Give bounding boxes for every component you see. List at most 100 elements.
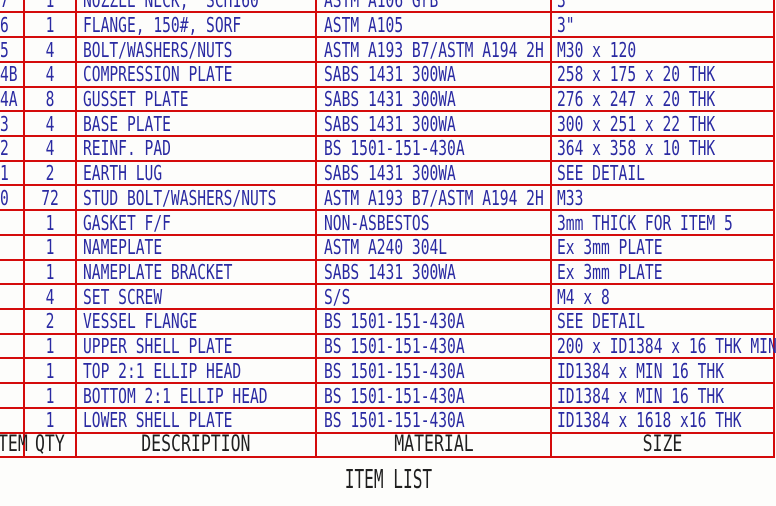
item-cell: 4B	[0, 62, 25, 86]
qty-cell-text: 1	[45, 383, 55, 408]
material-cell: BS 1501-151-430A	[317, 334, 552, 358]
header-item-label: TEM	[0, 432, 28, 457]
qty-cell-text: 1	[45, 12, 55, 37]
material-cell-text: BS 1501-151-430A	[324, 309, 465, 334]
size-cell-text: 3mm THICK FOR ITEM 5	[557, 210, 733, 235]
qty-cell-text: 4	[45, 111, 55, 136]
table-title: ITEM LIST	[0, 467, 776, 498]
table-row: 1 TOP 2:1 ELLIP HEAD BS 1501-151-430A ID138…	[0, 358, 775, 385]
item-cell: 0	[0, 186, 25, 210]
item-list-table: 7 1 NOZZLE NECK, SCH160 ASTM A106 GrB 3 6 1 FLA…	[0, 0, 776, 459]
table-title-label: ITEM LIST	[344, 465, 432, 495]
qty-cell: 1	[25, 334, 77, 358]
material-cell: SABS 1431 300WA	[317, 259, 552, 284]
item-cell-text: 1	[0, 161, 9, 186]
qty-cell-text: 1	[45, 0, 55, 13]
item-cell-text: 5	[0, 37, 9, 62]
description-cell: NAMEPLATE BRACKET	[77, 260, 317, 284]
item-cell	[0, 334, 25, 358]
size-cell-text: Ex 3mm PLATE	[557, 235, 663, 260]
qty-cell: 1	[25, 0, 77, 13]
size-cell: M30 x 120	[552, 38, 775, 61]
description-cell: BASE PLATE	[77, 111, 317, 136]
size-cell: 276 x 247 x 20 THK	[552, 87, 775, 111]
qty-cell: 4	[25, 62, 77, 87]
item-cell-text: 6	[0, 12, 9, 37]
description-cell-text: BASE PLATE	[83, 111, 171, 136]
item-cell	[0, 359, 25, 383]
item-cell: 4A	[0, 87, 25, 111]
item-cell: 7	[0, 0, 25, 12]
size-cell-text: 300 x 251 x 22 THK	[557, 111, 716, 136]
material-cell: ASTM A106 GrB	[317, 0, 552, 13]
qty-cell: 1	[25, 211, 77, 234]
material-cell: BS 1501-151-430A	[317, 137, 552, 160]
table-row: 1 UPPER SHELL PLATE BS 1501-151-430A 200 x …	[0, 334, 776, 360]
item-cell	[0, 260, 25, 284]
description-cell: LOWER SHELL PLATE	[77, 408, 317, 433]
size-cell: 3"	[552, 13, 775, 37]
material-cell: SABS 1431 300WA	[317, 86, 552, 111]
qty-cell-text: 72	[41, 185, 59, 210]
size-cell: 364 x 358 x 10 THK	[552, 137, 775, 160]
material-cell: ASTM A193 B7/ASTM A194 2H	[317, 186, 552, 210]
material-cell-text: SABS 1431 300WA	[324, 161, 456, 186]
table-row: 1 NAMEPLATE ASTM A240 304L Ex 3mm PLATE	[0, 235, 775, 261]
size-cell-text: M33	[557, 185, 584, 210]
item-cell	[0, 211, 25, 234]
description-cell-text: LOWER SHELL PLATE	[83, 408, 233, 433]
description-cell: STUD BOLT/WASHERS/NUTS	[77, 185, 317, 210]
header-qty-cell: QTY	[25, 434, 77, 457]
table-row: 6 1 FLANGE, 150#, SORF ASTM A105 3"	[0, 12, 775, 39]
description-cell: BOTTOM 2:1 ELLIP HEAD	[77, 384, 317, 407]
qty-cell: 1	[25, 12, 77, 37]
size-cell: ID1384 x MIN 16 THK	[552, 384, 775, 407]
size-cell-text: ID1384 x MIN 16 THK	[557, 383, 725, 408]
material-cell-text: SABS 1431 300WA	[324, 259, 456, 284]
description-cell-text: NOZZLE NECK, SCH160	[83, 0, 259, 13]
qty-cell-text: 1	[45, 210, 55, 235]
item-cell	[0, 285, 25, 309]
material-cell-text: ASTM A193 B7/ASTM A194 2H	[324, 37, 544, 62]
table-header-row: TEM QTY DESCRIPTION MATERIAL SIZE	[0, 434, 775, 459]
material-cell: BS 1501-151-430A	[317, 384, 552, 407]
material-cell-text: SABS 1431 300WA	[324, 86, 456, 111]
description-cell: REINF. PAD	[77, 137, 317, 160]
table-row: 2 4 REINF. PAD BS 1501-151-430A 364 x 358 x …	[0, 137, 775, 162]
item-cell: 6	[0, 12, 25, 37]
size-cell-text: M30 x 120	[557, 37, 637, 62]
description-cell-text: STUD BOLT/WASHERS/NUTS	[83, 185, 277, 210]
material-cell: S/S	[317, 285, 552, 309]
description-cell: COMPRESSION PLATE	[77, 62, 317, 86]
description-cell-text: VESSEL FLANGE	[83, 309, 198, 334]
description-cell: GASKET F/F	[77, 211, 317, 234]
qty-cell-text: 4	[45, 37, 55, 62]
material-cell: NON-ASBESTOS	[317, 211, 552, 234]
qty-cell: 1	[25, 235, 77, 259]
qty-cell-text: 1	[45, 408, 55, 433]
item-cell	[0, 235, 25, 259]
description-cell: FLANGE, 150#, SORF	[77, 13, 317, 37]
size-cell-text: ID1384 x MIN 16 THK	[557, 358, 725, 383]
table-row: 1 NAMEPLATE BRACKET SABS 1431 300WA Ex 3mm …	[0, 259, 775, 286]
description-cell-text: NAMEPLATE	[83, 235, 163, 260]
material-cell: ASTM A193 B7/ASTM A194 2H	[317, 38, 552, 61]
material-cell: SABS 1431 300WA	[317, 62, 552, 86]
description-cell: NAMEPLATE	[77, 235, 317, 260]
description-cell: BOLT/WASHERS/NUTS	[77, 38, 317, 61]
material-cell: ASTM A240 304L	[317, 235, 552, 260]
qty-cell: 2	[25, 161, 77, 185]
material-cell-text: BS 1501-151-430A	[324, 136, 465, 161]
material-cell-text: ASTM A106 GrB	[324, 0, 439, 13]
size-cell-text: 364 x 358 x 10 THK	[557, 136, 716, 161]
description-cell: UPPER SHELL PLATE	[77, 334, 317, 358]
size-cell-text: SEE DETAIL	[557, 309, 645, 334]
material-cell-text: ASTM A240 304L	[324, 235, 448, 260]
size-cell: ID1384 x 1618 x16 THK	[552, 408, 775, 432]
qty-cell-text: 4	[45, 62, 55, 87]
table-row: 4A 8 GUSSET PLATE SABS 1431 300WA 276 x 247 …	[0, 86, 775, 113]
table-row: 1 LOWER SHELL PLATE BS 1501-151-430A ID1384…	[0, 408, 775, 434]
table-row: 0 72 STUD BOLT/WASHERS/NUTS ASTM A193 B7/AS…	[0, 185, 775, 212]
header-qty-label: QTY	[35, 432, 65, 457]
size-cell: 258 x 175 x 20 THK	[552, 62, 775, 86]
